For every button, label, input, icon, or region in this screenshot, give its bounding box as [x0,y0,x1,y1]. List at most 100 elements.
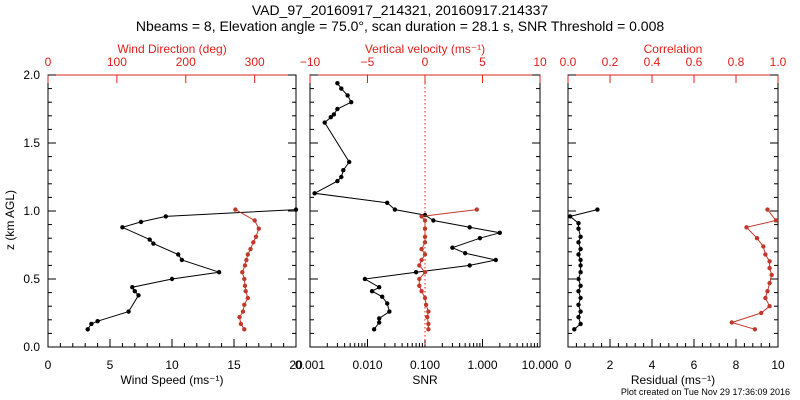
data-point [761,244,766,249]
data-point [765,289,770,294]
data-point [322,120,327,125]
data-point [339,174,344,180]
data-point [335,178,340,184]
series-red [417,207,479,332]
data-point [132,289,137,294]
x-axis-label: Residual (ms⁻¹) [631,373,715,387]
data-point [422,234,428,239]
data-point [567,214,573,219]
y-tick-label: 2.0 [23,68,40,82]
data-point [130,285,135,290]
data-point [578,321,583,327]
data-point [377,285,382,290]
x-tick-label: 1.000 [467,358,497,372]
data-point [422,218,428,223]
data-point [377,320,382,325]
data-point [765,207,770,212]
data-point [245,252,250,257]
data-point [426,327,431,332]
data-point [242,327,247,332]
data-point [576,226,581,231]
series-line [312,82,500,330]
data-point [767,259,772,264]
top-tick-label: 0.2 [602,55,619,69]
data-point [419,257,424,263]
data-point [335,106,340,112]
data-point [331,112,337,117]
top-tick-label: 0 [422,55,429,69]
data-point [450,245,455,250]
data-point [240,270,245,275]
data-point [417,276,422,282]
data-point [345,93,350,98]
data-point [463,251,468,256]
data-point [752,327,758,332]
data-point [242,276,247,282]
y-axis-label: z (km AGL) [3,190,17,250]
data-point [362,276,368,282]
data-point [578,295,583,301]
top-tick-label: 0 [45,55,52,69]
data-point [248,246,253,252]
data-point [380,294,385,299]
data-point [349,100,354,105]
data-point [392,207,398,212]
data-point [417,283,422,288]
top-axis-label: Correlation [644,42,703,56]
data-point [138,219,144,225]
data-point [169,276,175,282]
panel-frame [567,74,779,348]
data-point [151,241,156,246]
data-point [754,236,760,241]
panel-wind: 0 5 10 15 20 Wind Speed (ms⁻¹) 0 100 200 300 Wind … [23,42,303,387]
data-point [245,295,250,301]
data-point [467,263,472,268]
data-point [339,86,344,91]
data-point [576,221,581,226]
data-point [576,276,581,282]
x-tick-label: 0 [45,358,52,372]
panel-velocity: 0.001 0.010 0.100 1.000 10.000 SNR −10 −5 0 5 10 Ve… [295,42,559,387]
top-tick-label: 0.0 [560,55,577,69]
data-point [312,191,317,196]
data-point [251,240,256,245]
data-point [493,257,498,263]
data-point [252,218,257,223]
top-tick-label: −5 [361,55,375,69]
data-point [387,309,392,314]
data-point [237,314,242,320]
data-point [419,289,424,294]
top-tick-label: 5 [479,55,486,69]
data-point [425,314,430,320]
data-point [233,207,238,212]
data-point [474,207,479,212]
chart-title: VAD_97_20160917_214321, 20160917.214337 … [0,2,800,34]
data-point [85,327,90,332]
data-point [347,159,352,165]
data-point [578,246,583,252]
series-line [569,209,598,330]
series-line [235,209,260,330]
data-point [467,225,472,230]
data-point [293,207,299,212]
data-point [253,234,259,239]
data-point [576,302,581,307]
data-point [576,289,581,294]
data-point [385,301,390,306]
y-tick-label: 1.5 [23,136,40,150]
x-axis-label: Wind Speed (ms⁻¹) [120,373,223,387]
y-tick-label: 0.0 [23,340,40,354]
data-point [576,240,581,245]
x-tick-label: 20 [289,358,303,372]
data-point [136,293,141,298]
data-point [179,257,185,263]
y-tick-label: 1.0 [23,204,40,218]
data-point [572,327,577,332]
x-tick-label: 0.001 [295,358,325,372]
y-tick-label: 0.5 [23,272,40,286]
top-tick-label: 100 [107,55,127,69]
plot-footer: Plot created on Tue Nov 29 17:36:09 2016 [620,387,790,397]
data-point [422,295,428,301]
